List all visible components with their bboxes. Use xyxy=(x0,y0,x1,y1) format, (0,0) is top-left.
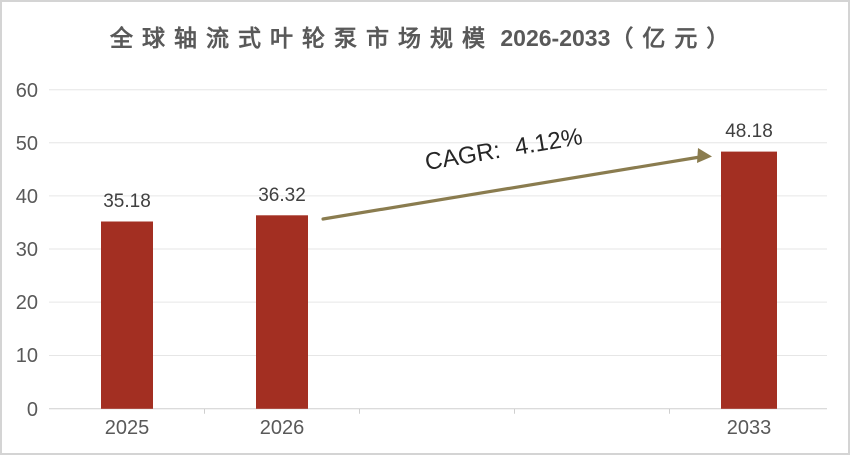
svg-text:2033: 2033 xyxy=(727,417,772,439)
svg-text:20: 20 xyxy=(16,292,38,314)
svg-text:35.18: 35.18 xyxy=(103,191,151,212)
svg-text:60: 60 xyxy=(16,80,38,102)
svg-text:2025: 2025 xyxy=(105,417,150,439)
svg-text:40: 40 xyxy=(16,186,38,208)
svg-text:0: 0 xyxy=(27,399,38,421)
svg-text:CAGR:4.12%: CAGR: 4.12% xyxy=(423,123,584,176)
svg-text:30: 30 xyxy=(16,239,38,261)
svg-text:48.18: 48.18 xyxy=(725,121,773,142)
svg-text:10: 10 xyxy=(16,345,38,367)
svg-text:50: 50 xyxy=(16,133,38,155)
svg-text:2026: 2026 xyxy=(260,417,305,439)
svg-text:36.32: 36.32 xyxy=(258,185,306,206)
